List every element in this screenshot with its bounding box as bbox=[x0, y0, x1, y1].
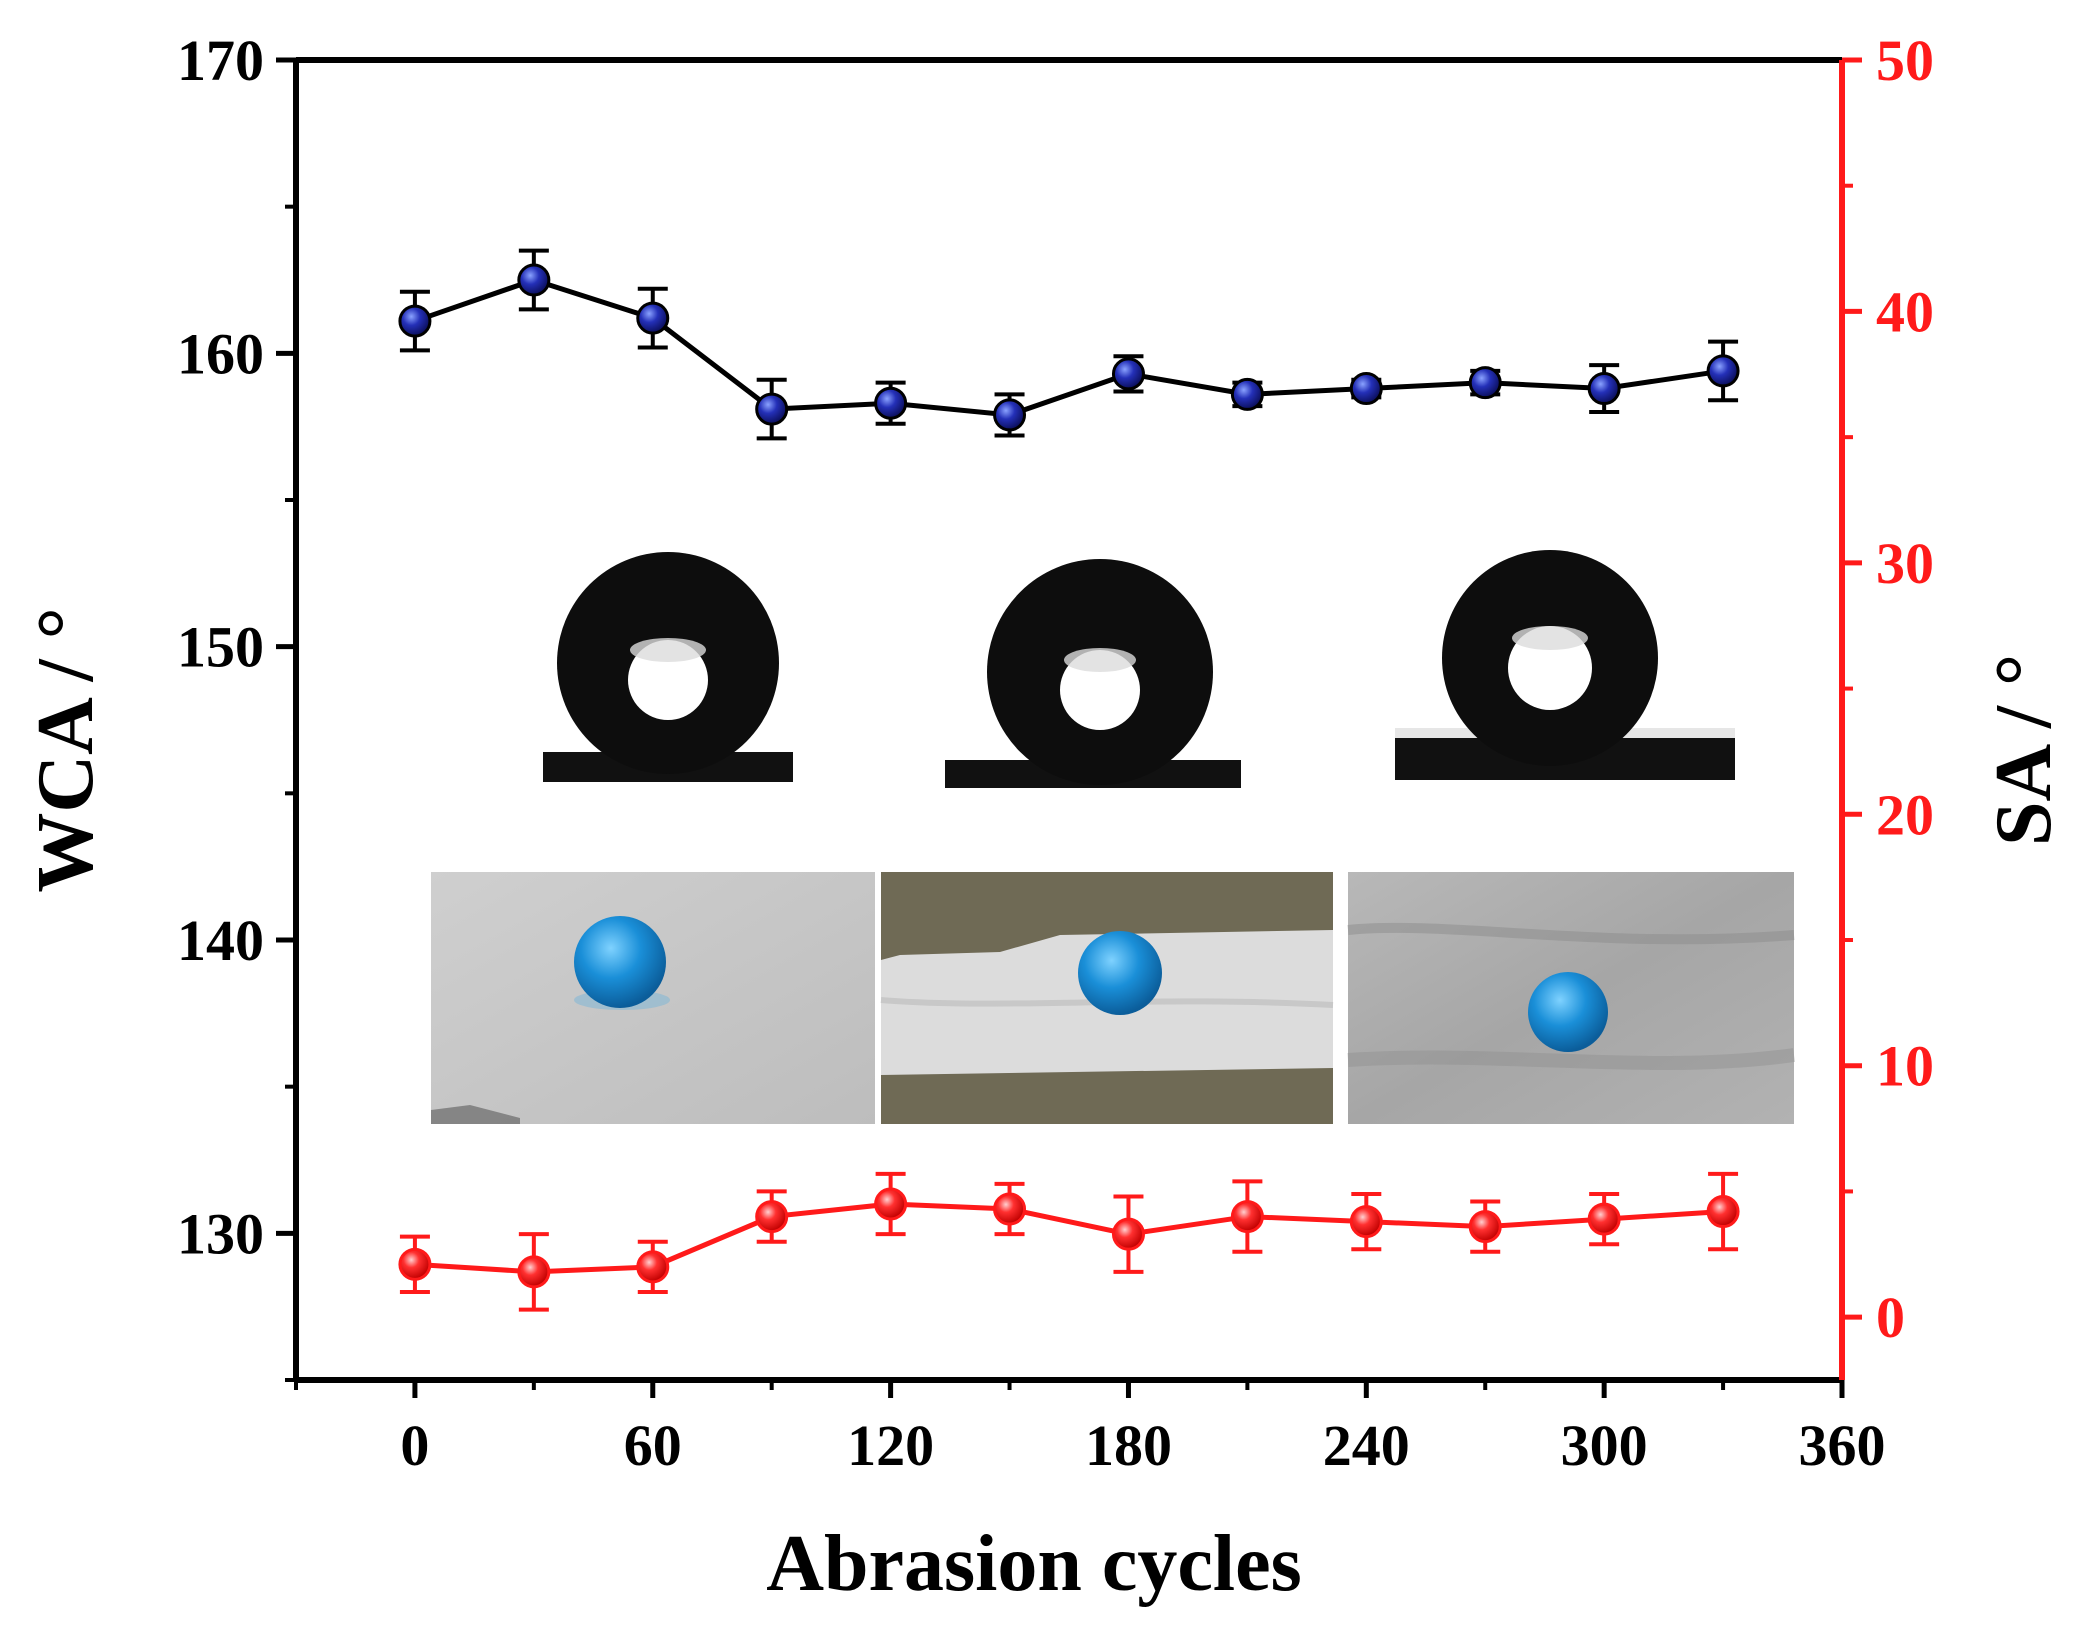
sa-point bbox=[755, 1200, 789, 1234]
droplet-inset-2 bbox=[945, 559, 1241, 788]
wca-point bbox=[874, 386, 908, 420]
y-left-tick-label: 130 bbox=[177, 1201, 264, 1266]
wca-point bbox=[1587, 372, 1621, 406]
x-tick-label: 240 bbox=[1323, 1413, 1410, 1478]
sa-point bbox=[1587, 1202, 1621, 1236]
x-tick-label: 180 bbox=[1085, 1413, 1172, 1478]
sa-point bbox=[1706, 1195, 1740, 1229]
wca-point bbox=[1468, 366, 1502, 400]
wca-point bbox=[398, 304, 432, 338]
sa-point bbox=[517, 1255, 551, 1289]
y-right-tick-label: 10 bbox=[1876, 1034, 1934, 1099]
sa-point bbox=[1230, 1200, 1264, 1234]
sa-line bbox=[414, 1201, 1724, 1275]
surface-photo-2 bbox=[880, 872, 1334, 1124]
x-tick-label: 300 bbox=[1561, 1413, 1648, 1478]
droplet-inset-3 bbox=[1395, 550, 1735, 780]
wca-point bbox=[1111, 357, 1145, 391]
sa-point bbox=[398, 1247, 432, 1281]
y-right-tick-label: 30 bbox=[1876, 531, 1934, 596]
y-right-tick-label: 0 bbox=[1876, 1285, 1905, 1350]
sa-point bbox=[1468, 1210, 1502, 1244]
x-axis-title: Abrasion cycles bbox=[766, 1520, 1302, 1608]
y-right-tick-label: 50 bbox=[1876, 28, 1934, 93]
sa-point bbox=[1349, 1205, 1383, 1239]
droplet-inset-1 bbox=[543, 552, 793, 782]
y-left-tick-label: 170 bbox=[177, 28, 264, 93]
wca-point bbox=[1230, 377, 1264, 411]
surface-photo-3 bbox=[1347, 872, 1795, 1124]
surface-photo-1 bbox=[431, 872, 875, 1124]
x-tick-label: 60 bbox=[624, 1413, 682, 1478]
wca-point bbox=[755, 392, 789, 426]
wca-point bbox=[993, 398, 1027, 432]
y-right-axis-title: SA / ° bbox=[1980, 654, 2068, 846]
axes-layer bbox=[276, 57, 1862, 1398]
wca-point bbox=[636, 301, 670, 335]
x-tick-label: 360 bbox=[1799, 1413, 1886, 1478]
y-left-axis-title: WCA / ° bbox=[22, 607, 110, 892]
x-tick-label: 120 bbox=[847, 1413, 934, 1478]
wca-point bbox=[1706, 354, 1740, 388]
sa-point bbox=[993, 1192, 1027, 1226]
sa-point bbox=[636, 1250, 670, 1284]
sa-point bbox=[1111, 1217, 1145, 1251]
wca-point bbox=[1349, 372, 1383, 406]
y-left-tick-label: 150 bbox=[177, 615, 264, 680]
y-right-tick-label: 20 bbox=[1876, 782, 1934, 847]
y-left-tick-label: 140 bbox=[177, 908, 264, 973]
y-left-tick-label: 160 bbox=[177, 321, 264, 386]
wca-point bbox=[517, 263, 551, 297]
y-right-tick-label: 40 bbox=[1876, 279, 1934, 344]
labels-layer: 0 60 120 180 240 300 360 130 140 150 160 170 0 10 20 30… bbox=[22, 28, 2068, 1608]
x-tick-label: 0 bbox=[400, 1413, 429, 1478]
sa-point bbox=[874, 1187, 908, 1221]
wca-line bbox=[414, 277, 1724, 418]
series-layer bbox=[398, 248, 1740, 1312]
